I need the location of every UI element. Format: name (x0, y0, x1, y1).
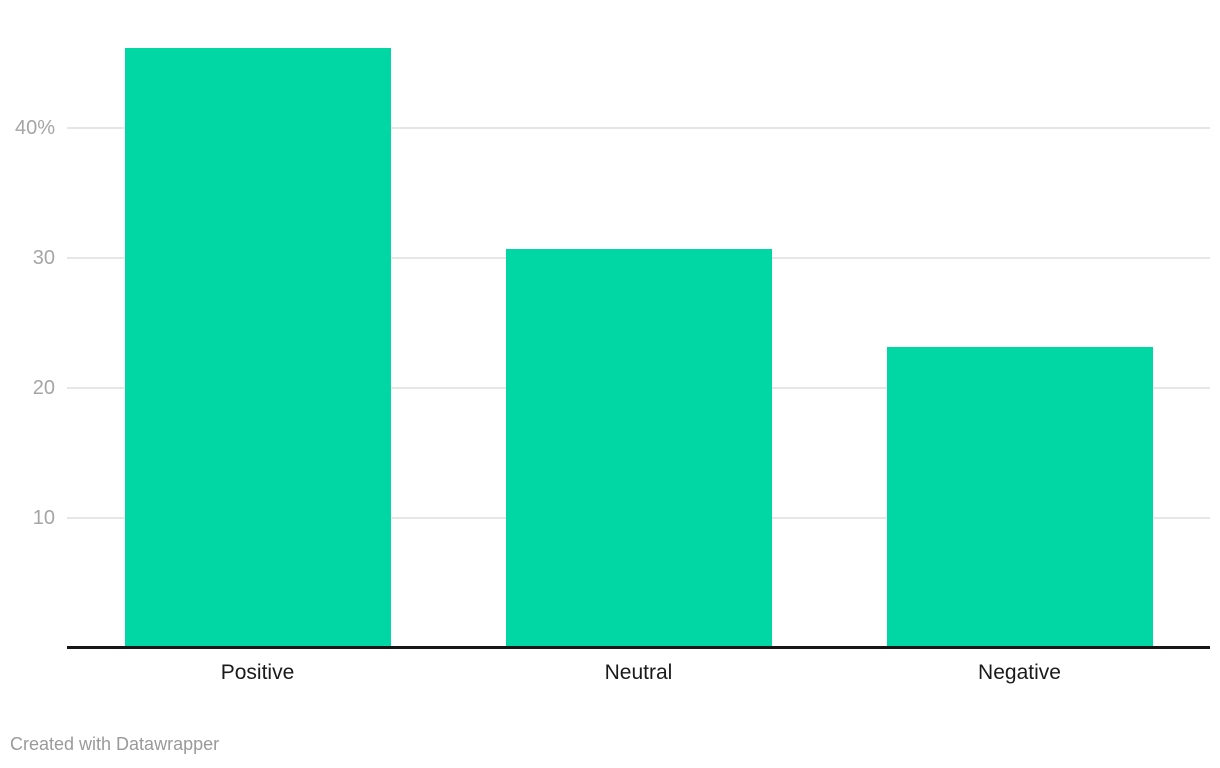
y-tick-label: 40% (14, 116, 55, 139)
bar-negative (886, 347, 1153, 648)
y-tick-label: 20 (32, 376, 55, 399)
datawrapper-credit-link[interactable]: Created with Datawrapper (10, 734, 220, 754)
bar-positive (124, 48, 391, 648)
x-category-label-neutral: Neutral (604, 661, 673, 684)
bar-neutral (505, 248, 772, 648)
x-category-label-positive: Positive (220, 661, 295, 684)
gridline-40 (67, 126, 1210, 129)
x-axis-line (67, 646, 1210, 649)
x-category-label-negative: Negative (978, 661, 1061, 684)
y-tick-label: 30 (32, 246, 55, 269)
y-tick-label: 10 (32, 506, 55, 529)
